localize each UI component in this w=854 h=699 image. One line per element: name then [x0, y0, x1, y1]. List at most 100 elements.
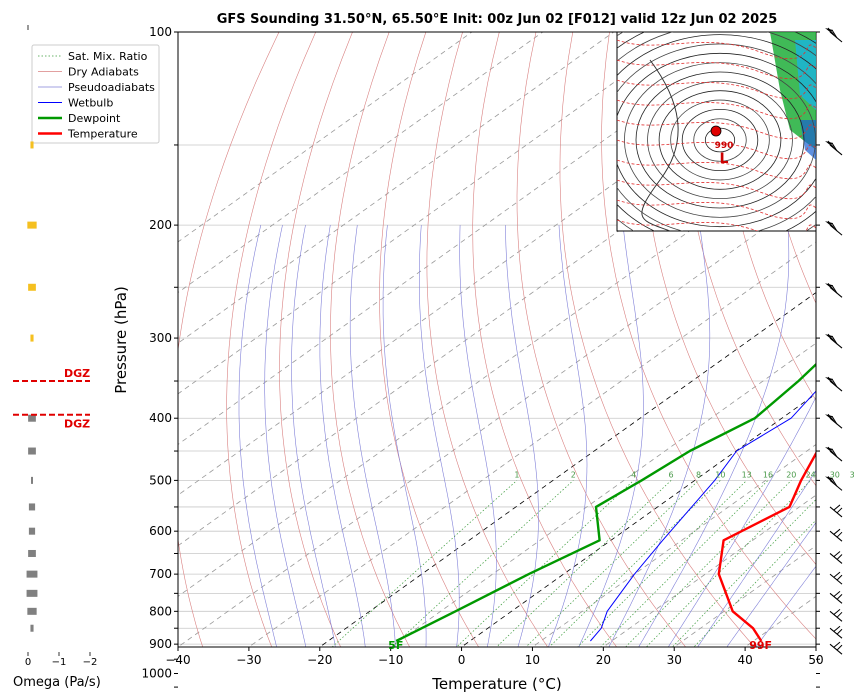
x-axis-ticks: −40 −30 −20 −10 0 10 20 30 40 50: [165, 647, 824, 667]
wind-barb-feather: [827, 27, 835, 36]
mixing-ratio-line: [391, 480, 574, 647]
omega-tick-label: −1: [52, 657, 67, 668]
dry-adiabat: [830, 32, 854, 687]
mixing-ratio-label: 2: [571, 470, 576, 479]
mixing-ratio-line: [548, 480, 721, 647]
wind-barb: [825, 476, 843, 491]
wind-barb: [829, 528, 843, 542]
pseudoadiabat: [291, 225, 336, 647]
inset-map-isobar: [624, 62, 816, 218]
inset-map-low-label: L: [720, 151, 729, 167]
dgz-label: DGZ: [64, 418, 90, 431]
inset-map-isobar: [635, 71, 805, 209]
pseudoadiabat: [608, 225, 711, 647]
inset-map-coastline: [641, 59, 679, 231]
dry-adiabat: [756, 32, 816, 304]
mixing-ratio-line: [525, 480, 699, 647]
surface-dewpoint-label: 5F: [388, 639, 403, 652]
isotherm-line: [178, 32, 756, 445]
wind-barb: [829, 625, 843, 639]
wind-barb-feather: [836, 574, 843, 581]
wind-barb-feather: [827, 282, 835, 291]
mixing-ratio-label: 6: [669, 470, 674, 479]
x-tick-label: −40: [165, 653, 190, 667]
series-line-wetbulb: [590, 390, 816, 642]
pseudoadiabat: [726, 522, 816, 647]
wind-barb-feather: [833, 590, 841, 597]
wind-barb-feather: [836, 531, 843, 538]
wind-barb-staff: [829, 592, 843, 604]
y-tick-label: 700: [149, 567, 172, 581]
dry-adiabat: [330, 32, 411, 647]
mixing-ratio-line: [456, 480, 634, 647]
y-axis-label: Pressure (hPa): [112, 286, 130, 394]
dry-adiabat: [718, 32, 816, 401]
wind-barb-feather: [833, 641, 841, 648]
omega-bar: [31, 476, 33, 484]
wind-barb: [825, 140, 843, 156]
wind-barb: [825, 333, 843, 349]
mixing-ratio-line: [331, 480, 518, 647]
wind-barb-staff: [829, 506, 843, 518]
isotherm-line: [178, 32, 614, 344]
wind-barb-staff: [829, 553, 843, 564]
pseudoadiabat: [578, 225, 644, 647]
x-tick-label: 50: [808, 653, 823, 667]
omega-bar: [27, 221, 37, 229]
mixing-ratio-label: 30: [830, 470, 840, 479]
wind-barb-feather: [831, 478, 838, 487]
wind-barb-staff: [829, 610, 843, 622]
wind-barb: [829, 608, 843, 622]
x-tick-label: −30: [236, 653, 261, 667]
dry-adiabat: [426, 32, 549, 647]
mixing-ratio-label: 8: [696, 470, 701, 479]
pseudoadiabat: [755, 565, 816, 647]
inset-map-isobar: [670, 99, 770, 181]
y-tick-label: 200: [149, 218, 172, 232]
wind-barb-feather: [827, 376, 835, 385]
pseudoadiabat: [238, 225, 277, 647]
legend-label: Wetbulb: [68, 97, 113, 110]
dry-adiabat: [680, 32, 816, 487]
legend-box: [31, 44, 160, 144]
wind-barb: [829, 590, 843, 604]
legend-label: Pseudoadiabats: [68, 81, 155, 94]
inset-map-isobar: [693, 118, 747, 162]
x-axis-label: Temperature (°C): [431, 675, 561, 693]
surface-labels: 99F 5F: [388, 639, 772, 652]
mixing-ratio-label: 36: [850, 470, 854, 479]
mixing-ratio-label: 4: [631, 470, 636, 479]
omega-bar: [26, 570, 38, 578]
x-tick-label: 10: [525, 653, 540, 667]
y-tick-label: 300: [149, 331, 172, 345]
wind-barb-feather: [827, 476, 835, 484]
legend: Sat. Mix. Ratio Dry Adiabats Pseudoadiabat…: [31, 44, 160, 144]
inset-map-isobar: [617, 34, 816, 231]
omega-bar: [28, 527, 36, 535]
inset-map-precip: [795, 40, 816, 110]
mixing-ratio-line: [600, 480, 769, 647]
wind-barb-feather: [833, 625, 841, 632]
omega-bar: [28, 503, 36, 511]
wind-barb-feather: [831, 335, 838, 345]
y-tick-label: 500: [149, 473, 172, 487]
x-tick-label: 30: [667, 653, 682, 667]
dry-adiabat: [379, 32, 480, 647]
y-tick-label: 100: [149, 25, 172, 39]
omega-tick-label: −2: [83, 657, 98, 668]
wind-barb-feather: [836, 611, 843, 618]
y-tick-label: 800: [149, 604, 172, 618]
series-line-temperature: [717, 451, 816, 642]
wind-barb-staff: [829, 573, 843, 585]
wind-barb-feather: [836, 507, 843, 514]
wind-barb-feather: [831, 448, 838, 458]
pseudoadiabat: [638, 225, 790, 647]
pseudoadiabat: [349, 225, 396, 647]
mixing-ratio-line: [671, 498, 816, 647]
inset-map-isobar: [617, 43, 816, 231]
wind-barb-feather: [833, 528, 841, 535]
inset-map-isobar: [647, 80, 793, 200]
